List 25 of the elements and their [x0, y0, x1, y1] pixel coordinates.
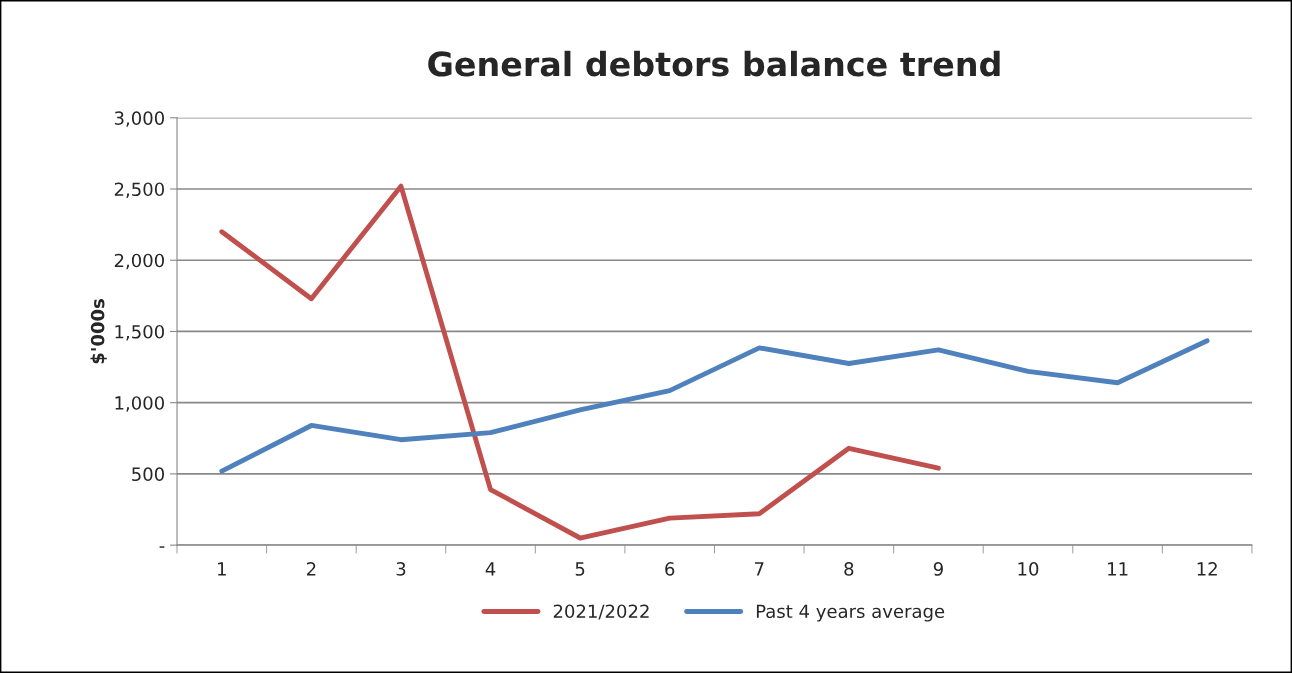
chart-title: General debtors balance trend — [428, 50, 1000, 77]
y-tick-label: 500 — [132, 467, 164, 482]
x-tick-label: 5 — [575, 562, 585, 576]
y-tick-label: 2,000 — [114, 253, 164, 270]
x-tick-label: 12 — [1197, 562, 1217, 576]
x-tick-label: 3 — [396, 562, 406, 576]
y-axis-title: $'000s — [90, 299, 107, 364]
line-series — [219, 338, 1210, 474]
legend-label: 2021/2022 — [553, 604, 649, 620]
legend-label: Past 4 years average — [756, 604, 945, 622]
x-tick-label: 2 — [306, 562, 316, 576]
x-tick-label: 8 — [844, 562, 854, 576]
y-tick-label: 1,500 — [115, 324, 164, 341]
x-tick-label: 7 — [755, 562, 764, 576]
x-tick-label: 11 — [1108, 562, 1128, 576]
x-tick-label: 6 — [665, 562, 675, 576]
y-tick-label: 3,000 — [114, 111, 164, 127]
y-tick-label: 2,500 — [114, 182, 164, 198]
x-tick-label: 10 — [1018, 562, 1039, 576]
y-tick-label: - — [159, 546, 165, 548]
line-series — [219, 183, 941, 541]
x-tick-label: 9 — [933, 562, 943, 576]
y-tick-label: 1,000 — [115, 396, 164, 412]
x-tick-label: 4 — [485, 562, 496, 576]
x-tick-label: 1 — [218, 562, 226, 576]
